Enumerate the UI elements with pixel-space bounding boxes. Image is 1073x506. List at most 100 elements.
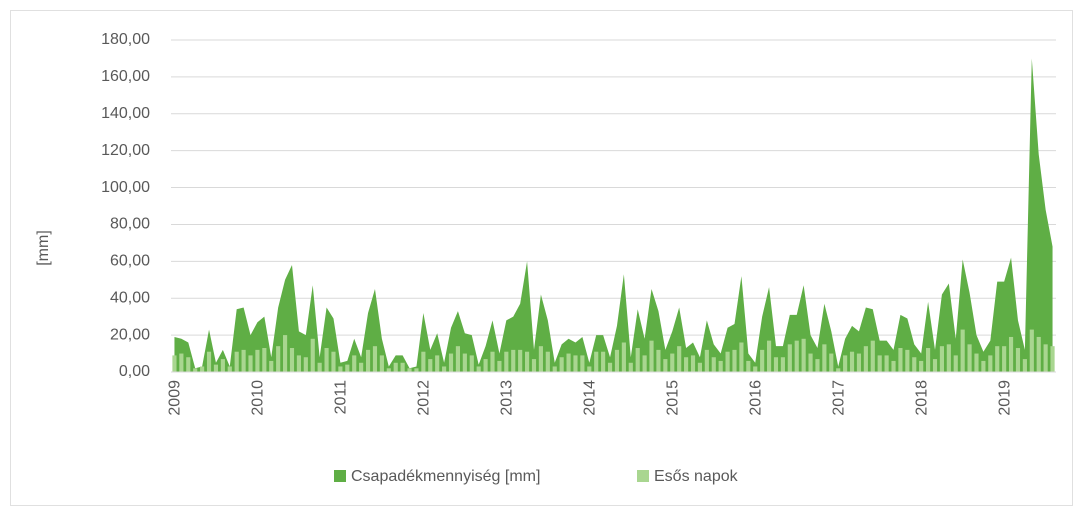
bar [442,366,447,372]
bar [448,353,454,372]
bar [476,366,481,372]
bar [1022,359,1027,372]
bar [511,349,516,372]
bar [621,342,626,372]
bar [642,355,647,372]
bar [690,355,696,372]
bar [296,355,301,372]
bar [1015,348,1021,372]
y-axis-label: [mm] [35,230,52,266]
bar [725,351,730,372]
bar [891,360,896,372]
bar [607,362,613,372]
bar [552,366,557,372]
bar [435,355,440,372]
x-tick-label: 2013 [499,380,516,416]
bar [248,355,253,372]
bar [808,353,813,372]
bar [912,357,917,372]
x-tick-label: 2015 [664,380,681,416]
x-tick-label: 2010 [250,380,267,416]
bar [601,351,606,372]
y-tick-label: 120,00 [101,142,150,159]
bar [525,351,530,372]
bar [379,355,384,372]
y-tick-label: 60,00 [110,253,150,270]
bar [283,335,288,372]
bar [428,359,433,372]
bar [573,355,578,372]
bar [919,360,924,372]
bar [206,351,212,372]
legend-label: Csapadékmennyiség [mm] [351,468,540,485]
bar [1043,344,1048,372]
y-tick-label: 160,00 [101,68,150,85]
bar [269,360,274,372]
bar [780,357,785,372]
bar [988,355,993,372]
bar [518,349,523,372]
bar [538,346,543,372]
x-tick-label: 2019 [996,380,1013,416]
bar [241,349,246,372]
bar [545,351,550,372]
bar [677,346,682,372]
bar [393,362,398,372]
bar [905,349,910,372]
bar [628,362,633,372]
bar [200,366,205,372]
bar [455,346,461,372]
bar [635,348,640,372]
bar [815,359,820,372]
bar [960,329,965,372]
bar [338,366,343,372]
bar [566,353,571,372]
bar [497,360,502,372]
bar [863,346,868,372]
bar [898,348,903,372]
bar [711,357,716,372]
bar [849,351,855,372]
bar [324,348,329,372]
bar [663,359,668,372]
bar [220,359,225,372]
bar [365,349,371,372]
bar [172,355,177,372]
bar [400,362,405,372]
legend-swatch [334,470,346,482]
bar [531,359,537,372]
bar [1036,336,1041,372]
y-tick-label: 100,00 [101,179,150,196]
bar [656,349,661,372]
y-tick-label: 20,00 [110,326,150,343]
bar [981,360,986,372]
bar [932,359,938,372]
bar [504,351,509,372]
bar [1029,329,1034,372]
y-tick-label: 140,00 [101,105,150,122]
bar [614,349,620,372]
y-tick-label: 180,00 [101,31,150,48]
bar [746,360,751,372]
bar [345,364,350,372]
bar [213,364,219,372]
bar [684,357,689,372]
legend-swatch [637,470,649,482]
x-tick-label: 2018 [913,380,930,416]
bar [870,340,875,372]
bar [718,360,723,372]
area [174,58,1053,372]
bar [877,355,882,372]
bar [766,340,772,372]
bar [317,362,322,372]
bar [372,346,378,372]
bar [953,355,958,372]
bar [843,355,848,372]
bar [926,348,931,372]
bar [856,353,862,372]
x-tick-label: 2011 [333,380,350,415]
bar [946,344,951,372]
bar [773,357,779,372]
x-tick-label: 2017 [830,380,847,416]
